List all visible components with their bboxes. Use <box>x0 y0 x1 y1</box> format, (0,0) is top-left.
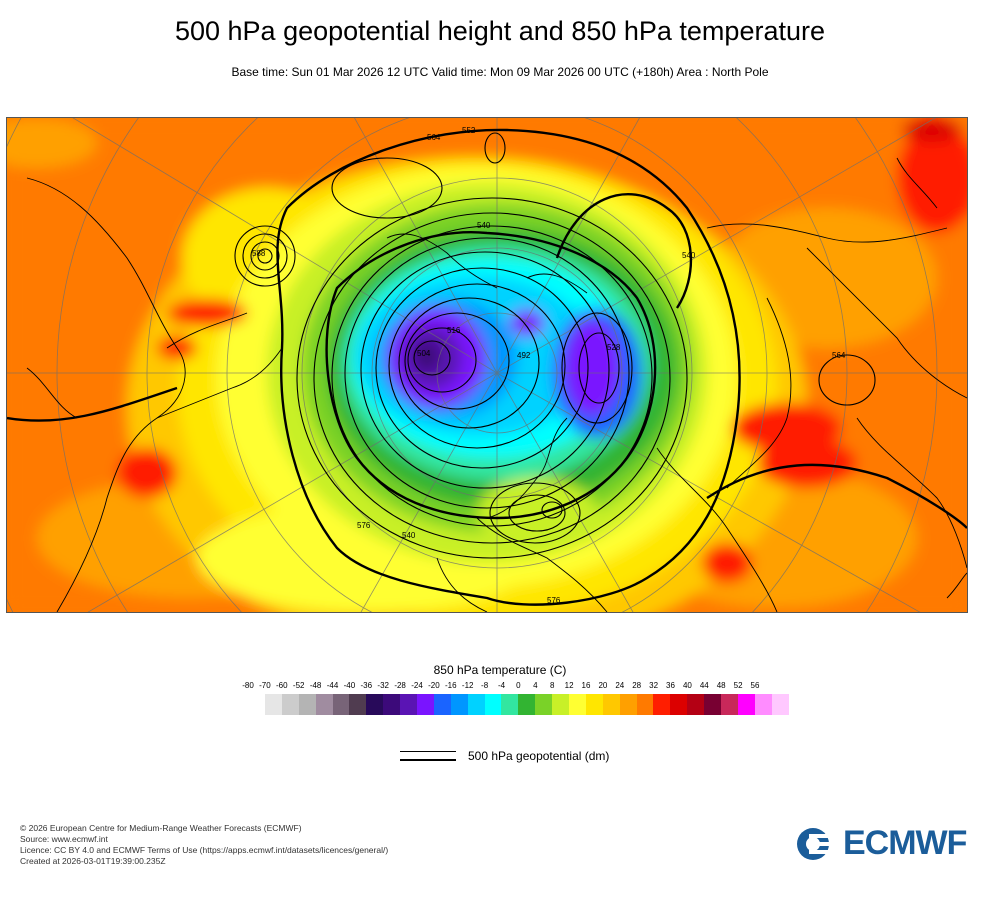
legend-tick-label: -36 <box>360 681 373 690</box>
legend-color-swatch <box>366 694 384 715</box>
legend-tick-label: -40 <box>343 681 356 690</box>
legend-tick-label: -32 <box>377 681 389 690</box>
contour-label: 564 <box>427 133 441 142</box>
legend-tick-label: 12 <box>564 681 574 690</box>
legend-tick-label: -20 <box>428 681 440 690</box>
legend-color-swatch <box>721 694 738 715</box>
contour-label: 540 <box>402 531 416 540</box>
legend-color-swatch <box>585 694 603 715</box>
footer-created: Created at 2026-03-01T19:39:00.235Z <box>20 856 166 866</box>
legend-color-swatch <box>501 694 519 715</box>
geopotential-legend: 500 hPa geopotential (dm) <box>400 748 660 768</box>
legend-tick-label: -48 <box>309 681 322 690</box>
legend-color-swatch <box>332 694 350 715</box>
contour-label: 564 <box>832 351 846 360</box>
legend-color-swatch <box>417 694 434 715</box>
legend-tick-label: 32 <box>649 681 659 690</box>
contour-label: 576 <box>357 521 371 530</box>
legend-tick-label: 56 <box>750 681 760 690</box>
legend-color-swatch <box>518 694 536 715</box>
footer-credits: © 2026 European Centre for Medium-Range … <box>20 823 388 867</box>
legend-tick-label: -52 <box>292 681 305 690</box>
page-title: 500 hPa geopotential height and 850 hPa … <box>174 16 825 46</box>
legend-tick-label: 48 <box>716 681 726 690</box>
map-svg: 564 540 552 516 528 504 492 576 588 564 … <box>7 118 967 612</box>
legend-color-swatch <box>383 694 401 715</box>
temperature-legend-title: 850 hPa temperature (C) <box>433 663 567 677</box>
contour-label: 528 <box>607 343 621 352</box>
legend-color-swatch <box>450 694 468 715</box>
geopotential-legend-thin-line <box>400 751 456 752</box>
contour-labels: 564 540 552 516 528 504 492 576 588 564 … <box>252 126 846 605</box>
legend-color-swatch <box>535 694 553 715</box>
legend-color-swatch <box>467 694 485 715</box>
legend-color-swatch <box>265 694 282 715</box>
legend-color-swatch <box>552 694 570 715</box>
legend-tick-label: -24 <box>411 681 423 690</box>
legend-color-swatch <box>636 694 654 715</box>
ecmwf-logo-text: ECMWF <box>843 824 967 862</box>
footer-source: Source: www.ecmwf.int <box>20 834 108 844</box>
legend-tick-label: -4 <box>497 681 506 690</box>
geopotential-legend-thick-line <box>400 759 456 761</box>
legend-color-swatch <box>704 694 722 715</box>
legend-color-swatch <box>315 694 333 715</box>
geopotential-contours <box>234 132 876 559</box>
contour-label: 588 <box>252 249 266 258</box>
footer-copyright: © 2026 European Centre for Medium-Range … <box>20 823 302 833</box>
ecmwf-logo: ECMWF <box>795 824 985 862</box>
legend-color-swatch <box>653 694 671 715</box>
legend-color-swatch <box>569 694 586 715</box>
legend-tick-label: -44 <box>326 681 339 690</box>
legend-tick-label: -8 <box>481 681 489 690</box>
legend-tick-label: 52 <box>733 681 743 690</box>
legend-color-swatch <box>754 694 772 715</box>
ecmwf-logo-icon <box>797 828 839 860</box>
legend-color-swatch <box>400 694 418 715</box>
contour-label: 492 <box>517 351 531 360</box>
footer-licence: Licence: CC BY 4.0 and ECMWF Terms of Us… <box>20 845 389 855</box>
legend-color-swatch <box>433 694 451 715</box>
legend-color-swatch <box>771 694 789 715</box>
legend-tick-label: 0 <box>516 681 521 690</box>
legend-tick-label: 40 <box>682 681 692 690</box>
contour-label: 516 <box>447 326 461 335</box>
legend-color-swatch <box>602 694 620 715</box>
legend-color-swatch <box>349 694 367 715</box>
legend-tick-label: 4 <box>533 681 538 690</box>
legend-color-swatch <box>298 694 316 715</box>
contour-label: 540 <box>477 221 491 230</box>
legend-tick-label: -80 <box>242 681 254 690</box>
legend-color-swatch <box>619 694 637 715</box>
temperature-legend-ticks: -80 -70 -60 -52 -48 -44 -40 -36 -32 -28 -24 -20 -16-… <box>0 681 1000 693</box>
legend-tick-label: 36 <box>666 681 675 690</box>
contour-label: 576 <box>547 596 561 605</box>
legend-tick-label: 44 <box>699 681 709 690</box>
legend-tick-label: -12 <box>461 681 474 690</box>
legend-tick-label: -16 <box>445 681 457 690</box>
legend-tick-label: 16 <box>581 681 591 690</box>
legend-tick-label: 20 <box>598 681 608 690</box>
contour-label: 540 <box>682 251 696 260</box>
geopotential-thick-contours <box>7 128 967 606</box>
legend-color-swatch <box>687 694 705 715</box>
coastlines <box>26 157 967 612</box>
contour-label: 552 <box>462 126 476 135</box>
legend-color-swatch <box>737 694 755 715</box>
legend-tick-label: -60 <box>276 681 288 690</box>
legend-color-swatch <box>484 694 502 715</box>
page-subtitle: Base time: Sun 01 Mar 2026 12 UTC Valid … <box>231 65 769 79</box>
geopotential-legend-label: 500 hPa geopotential (dm) <box>468 749 610 763</box>
legend-tick-label: 8 <box>549 681 555 690</box>
legend-color-swatch <box>670 694 688 715</box>
legend-tick-label: -70 <box>259 681 271 690</box>
temperature-legend-colorbar <box>265 694 789 715</box>
contour-label: 504 <box>417 349 431 358</box>
legend-color-swatch <box>281 694 299 715</box>
legend-tick-label: 24 <box>615 681 625 690</box>
legend-tick-label: 28 <box>632 681 642 690</box>
temperature-field <box>7 118 967 612</box>
polar-map: 564 540 552 516 528 504 492 576 588 564 … <box>6 117 968 613</box>
legend-tick-label: -28 <box>394 681 406 690</box>
